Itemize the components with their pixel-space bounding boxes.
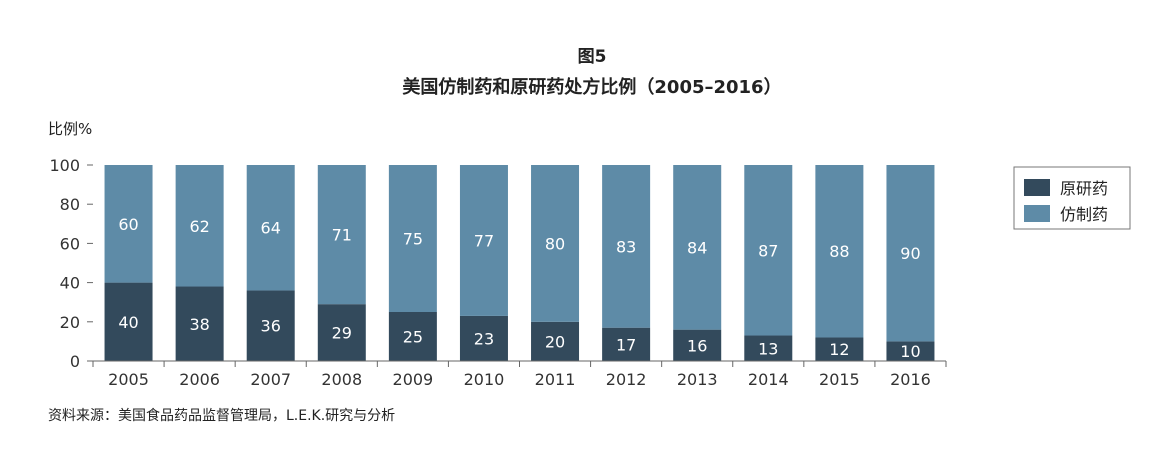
- bar-segment-brand: [459, 315, 508, 361]
- bar-value-label: 62: [189, 217, 209, 236]
- bar-segment-brand: [175, 286, 224, 361]
- bar-value-label: 90: [900, 244, 920, 263]
- y-tick-label: 80: [60, 195, 80, 214]
- x-tick-label: 2015: [819, 370, 860, 389]
- bar-segment-generic: [388, 165, 437, 312]
- bar-segment-brand: [531, 321, 580, 361]
- bar-segment-generic: [175, 165, 224, 287]
- legend-label: 仿制药: [1060, 205, 1108, 224]
- bar-value-label: 20: [545, 332, 565, 351]
- x-tick-label: 2010: [464, 370, 505, 389]
- bar-value-label: 23: [474, 329, 494, 348]
- bar-segment-generic: [886, 165, 935, 342]
- source-note: 资料来源：美国食品药品监督管理局，L.E.K.研究与分析: [48, 407, 395, 424]
- bar-value-label: 84: [687, 238, 707, 257]
- bar-value-label: 29: [332, 324, 352, 343]
- bar-segment-brand: [886, 341, 935, 361]
- y-tick-label: 20: [60, 313, 80, 332]
- bar-segment-generic: [104, 165, 153, 283]
- bar-value-label: 17: [616, 335, 636, 354]
- bar-value-label: 87: [758, 241, 778, 260]
- bar-segment-generic: [317, 165, 366, 305]
- bar-value-label: 10: [900, 342, 920, 361]
- x-tick-label: 2008: [321, 370, 362, 389]
- bar-value-label: 40: [118, 313, 138, 332]
- bar-value-label: 25: [403, 328, 423, 347]
- legend-swatch: [1024, 205, 1050, 222]
- x-tick-label: 2016: [890, 370, 931, 389]
- y-tick-label: 40: [60, 274, 80, 293]
- x-tick-label: 2006: [179, 370, 220, 389]
- bar-value-label: 88: [829, 242, 849, 261]
- y-tick-label: 100: [49, 156, 80, 175]
- bar-value-label: 71: [332, 226, 352, 245]
- bar-segment-brand: [744, 335, 793, 361]
- legend-label: 原研药: [1060, 179, 1108, 198]
- bar-segment-brand: [246, 290, 295, 361]
- bar-value-label: 60: [118, 215, 138, 234]
- x-axis: 2005 2006 2007 2008 2009 2010 2011 2012 2013 2014…: [92, 360, 947, 389]
- bar-value-label: 13: [758, 339, 778, 358]
- y-axis-ticks: 0 20 40 60 80 100: [49, 156, 93, 371]
- bars: 40 60 38 62 36 64 29 71 25 75 23 77 20 80 17 83 16 84 13 87…: [104, 165, 935, 361]
- chart-title: 美国仿制药和原研药处方比例（2005–2016）: [402, 76, 781, 98]
- bar-segment-brand: [815, 337, 864, 361]
- bar-value-label: 80: [545, 234, 565, 253]
- bar-value-label: 64: [261, 219, 281, 238]
- bar-segment-brand: [317, 304, 366, 361]
- y-tick-label: 0: [70, 352, 80, 371]
- bar-segment-brand: [104, 282, 153, 361]
- bar-value-label: 16: [687, 336, 707, 355]
- bar-segment-generic: [602, 165, 651, 328]
- bar-value-label: 75: [403, 230, 423, 249]
- y-tick-label: 60: [60, 234, 80, 253]
- x-tick-label: 2011: [535, 370, 576, 389]
- y-axis-label: 比例%: [48, 120, 92, 138]
- bar-segment-generic: [815, 165, 864, 338]
- bar-segment-generic: [744, 165, 793, 336]
- figure-label: 图5: [578, 47, 607, 67]
- bar-value-label: 77: [474, 231, 494, 250]
- x-tick-label: 2012: [606, 370, 647, 389]
- bar-segment-generic: [246, 165, 295, 291]
- legend-swatch: [1024, 179, 1050, 196]
- bar-segment-generic: [459, 165, 508, 316]
- x-tick-label: 2013: [677, 370, 718, 389]
- bar-segment-generic: [673, 165, 722, 330]
- bar-value-label: 83: [616, 237, 636, 256]
- x-tick-label: 2014: [748, 370, 789, 389]
- bar-value-label: 12: [829, 340, 849, 359]
- x-tick-label: 2009: [393, 370, 434, 389]
- bar-value-label: 36: [261, 317, 281, 336]
- bar-segment-generic: [531, 165, 580, 322]
- bar-segment-brand: [602, 327, 651, 361]
- x-tick-label: 2007: [250, 370, 291, 389]
- bar-segment-brand: [388, 312, 437, 361]
- bar-value-label: 38: [189, 315, 209, 334]
- x-tick-label: 2005: [108, 370, 149, 389]
- bar-segment-brand: [673, 329, 722, 361]
